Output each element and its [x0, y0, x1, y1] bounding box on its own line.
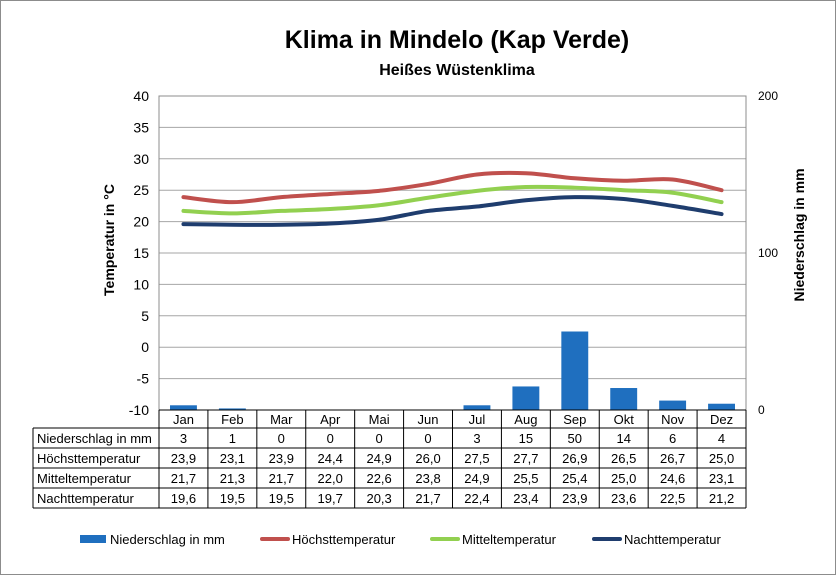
- x-tick-label: Mai: [369, 412, 390, 427]
- table-cell: 25,5: [513, 471, 538, 486]
- x-tick-label: Jan: [173, 412, 194, 427]
- table-cell: 27,7: [513, 451, 538, 466]
- y-tick-left-label: 35: [133, 119, 149, 135]
- table-cell: 20,3: [366, 491, 391, 506]
- x-tick-label: Nov: [661, 412, 685, 427]
- y-tick-left-label: 10: [133, 276, 149, 292]
- table-cell: 19,6: [171, 491, 196, 506]
- table-cell: 23,4: [513, 491, 538, 506]
- legend-label: Höchsttemperatur: [292, 532, 396, 547]
- legend-swatch-precip: [80, 535, 106, 543]
- max-temp-line: [181, 170, 724, 205]
- table-cell: 21,7: [269, 471, 294, 486]
- legend-label: Nachttemperatur: [624, 532, 721, 547]
- table-cell: 14: [616, 431, 630, 446]
- precip-bar: [170, 405, 197, 410]
- table-cell: 21,3: [220, 471, 245, 486]
- legend-label: Niederschlag in mm: [110, 532, 225, 547]
- table-cell: 23,6: [611, 491, 636, 506]
- table-row-header: Mitteltemperatur: [37, 471, 132, 486]
- chart-title: Klima in Mindelo (Kap Verde): [285, 26, 630, 54]
- mean-temp-line: [181, 184, 724, 216]
- table-cell: 1: [229, 431, 236, 446]
- table-cell: 0: [424, 431, 431, 446]
- y-tick-left-label: -5: [137, 371, 150, 387]
- table-cell: 21,2: [709, 491, 734, 506]
- table-cell: 23,9: [562, 491, 587, 506]
- table-cell: 19,5: [269, 491, 294, 506]
- y-tick-left-label: -10: [129, 402, 149, 418]
- y-tick-left-label: 0: [141, 339, 149, 355]
- table-cell: 24,9: [464, 471, 489, 486]
- y-tick-right-label: 200: [758, 89, 778, 103]
- table-cell: 0: [376, 431, 383, 446]
- x-tick-label: Jul: [469, 412, 486, 427]
- table-cell: 23,1: [709, 471, 734, 486]
- table-cell: 19,7: [318, 491, 343, 506]
- table-cell: 26,9: [562, 451, 587, 466]
- table-cell: 24,9: [366, 451, 391, 466]
- y-tick-left-label: 5: [141, 308, 149, 324]
- table-cell: 0: [327, 431, 334, 446]
- y-tick-right-label: 0: [758, 403, 765, 417]
- y-tick-left-label: 20: [133, 214, 149, 230]
- precip-bar: [561, 331, 589, 410]
- table-cell: 26,5: [611, 451, 636, 466]
- y-tick-left-label: 40: [133, 88, 149, 104]
- table-cell: 0: [278, 431, 285, 446]
- table-cell: 21,7: [171, 471, 196, 486]
- x-tick-label: Mar: [270, 412, 293, 427]
- table-cell: 23,8: [415, 471, 440, 486]
- y-axis-left-label: Temperatur in °C: [101, 184, 117, 296]
- table-row-header: Nachttemperatur: [37, 491, 134, 506]
- x-tick-label: Feb: [221, 412, 243, 427]
- precip-bar: [708, 403, 735, 410]
- table-cell: 15: [519, 431, 533, 446]
- table-cell: 6: [669, 431, 676, 446]
- table-cell: 26,7: [660, 451, 685, 466]
- y-tick-right-label: 100: [758, 246, 778, 260]
- table-cell: 25,4: [562, 471, 587, 486]
- precip-bar: [659, 400, 687, 410]
- table-cell: 22,0: [318, 471, 343, 486]
- x-tick-label: Dez: [710, 412, 733, 427]
- table-row-header: Niederschlag in mm: [37, 431, 152, 446]
- table-cell: 27,5: [464, 451, 489, 466]
- table-cell: 19,5: [220, 491, 245, 506]
- table-cell: 4: [718, 431, 725, 446]
- table-cell: 50: [568, 431, 582, 446]
- table-cell: 22,5: [660, 491, 685, 506]
- y-axis-right-label: Niederschlag in mm: [791, 168, 807, 301]
- table-cell: 23,1: [220, 451, 245, 466]
- x-tick-label: Jun: [418, 412, 439, 427]
- table-cell: 25,0: [611, 471, 636, 486]
- y-tick-left-label: 25: [133, 182, 149, 198]
- table-cell: 23,9: [171, 451, 196, 466]
- table-cell: 3: [473, 431, 480, 446]
- legend-label: Mitteltemperatur: [462, 532, 557, 547]
- table-cell: 3: [180, 431, 187, 446]
- y-tick-left-label: 15: [133, 245, 149, 261]
- table-cell: 22,4: [464, 491, 489, 506]
- x-tick-label: Okt: [614, 412, 635, 427]
- chart-subtitle: Heißes Wüstenklima: [379, 62, 535, 79]
- precip-bar: [610, 388, 638, 410]
- min-temp-line: [181, 195, 724, 227]
- x-tick-label: Apr: [320, 412, 341, 427]
- table-cell: 23,9: [269, 451, 294, 466]
- table-cell: 25,0: [709, 451, 734, 466]
- precip-bar: [463, 405, 491, 410]
- table-row-header: Höchsttemperatur: [37, 451, 141, 466]
- table-cell: 21,7: [415, 491, 440, 506]
- precip-bar: [512, 386, 540, 410]
- y-tick-left-label: 30: [133, 151, 149, 167]
- table-cell: 24,6: [660, 471, 685, 486]
- table-cell: 22,6: [366, 471, 391, 486]
- precip-bar: [218, 408, 246, 410]
- table-cell: 24,4: [318, 451, 343, 466]
- x-tick-label: Sep: [563, 412, 586, 427]
- x-tick-label: Aug: [514, 412, 537, 427]
- table-cell: 26,0: [415, 451, 440, 466]
